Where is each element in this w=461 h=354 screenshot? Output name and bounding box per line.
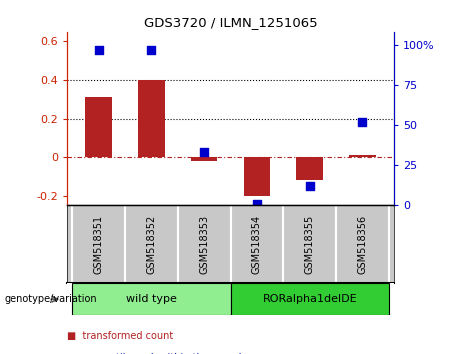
Bar <box>85 97 112 157</box>
Point <box>148 47 155 52</box>
Text: RORalpha1delDE: RORalpha1delDE <box>262 294 357 304</box>
Bar <box>177 205 230 283</box>
Bar <box>72 283 230 315</box>
Bar <box>336 205 389 283</box>
Bar <box>125 205 177 283</box>
Bar <box>72 205 125 283</box>
Point <box>359 119 366 125</box>
Bar <box>138 80 165 157</box>
Text: GSM518352: GSM518352 <box>146 215 156 274</box>
Bar <box>230 205 284 283</box>
Bar <box>296 157 323 180</box>
Bar <box>230 283 389 315</box>
Bar <box>284 205 336 283</box>
Point <box>201 149 208 155</box>
Point <box>95 47 102 52</box>
Point <box>306 183 313 189</box>
Text: genotype/variation: genotype/variation <box>5 294 97 304</box>
Bar <box>244 157 270 196</box>
Text: GSM518355: GSM518355 <box>305 215 315 274</box>
Text: GSM518353: GSM518353 <box>199 215 209 274</box>
Text: ■  transformed count: ■ transformed count <box>67 331 173 341</box>
Text: GSM518351: GSM518351 <box>94 215 104 274</box>
Point <box>253 201 260 206</box>
Text: GSM518354: GSM518354 <box>252 215 262 274</box>
Bar <box>349 155 376 157</box>
Bar <box>191 157 217 161</box>
Text: wild type: wild type <box>126 294 177 304</box>
Title: GDS3720 / ILMN_1251065: GDS3720 / ILMN_1251065 <box>144 16 317 29</box>
Text: ■  percentile rank within the sample: ■ percentile rank within the sample <box>67 353 248 354</box>
Text: GSM518356: GSM518356 <box>357 215 367 274</box>
